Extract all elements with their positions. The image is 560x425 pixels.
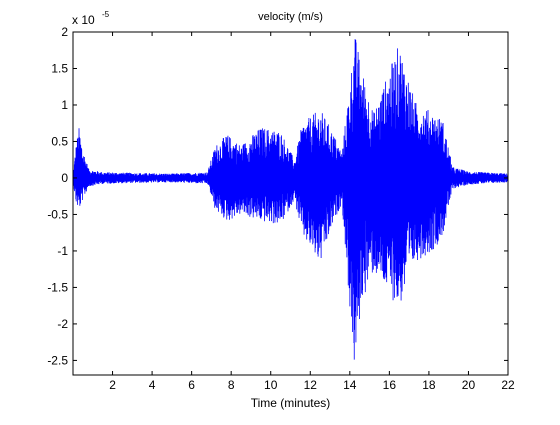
x-tick-label: 2: [109, 378, 116, 392]
y-exponent-prefix: x 10: [72, 13, 95, 27]
x-tick-label: 22: [501, 378, 515, 392]
y-tick-label: -2: [57, 317, 68, 331]
x-tick-label: 8: [228, 378, 235, 392]
y-tick-label: -2.5: [47, 353, 68, 367]
x-tick-label: 18: [422, 378, 436, 392]
y-tick-label: -1.5: [47, 280, 68, 294]
x-axis-label: Time (minutes): [251, 396, 331, 410]
y-tick-label: 1: [61, 98, 68, 112]
chart-title: velocity (m/s): [258, 11, 323, 23]
y-exponent-power: -5: [102, 10, 110, 19]
y-tick-label: -0.5: [47, 207, 68, 221]
y-axis-ticks: -2.5 -2 -1.5 -1 -0.5 0 0.5 1 1.5 2: [47, 25, 508, 367]
plot-area-frame: [72, 31, 509, 376]
x-tick-label: 6: [188, 378, 195, 392]
x-tick-label: 10: [264, 378, 278, 392]
x-tick-label: 4: [149, 378, 156, 392]
y-tick-label: 0.5: [51, 134, 68, 148]
y-tick-label: -1: [57, 244, 68, 258]
signal-layer: [72, 39, 509, 360]
x-tick-label: 14: [343, 378, 357, 392]
x-axis-ticks: 2 4 6 8 10 12 14 16 18 20 22: [109, 32, 515, 392]
x-tick-label: 12: [304, 378, 318, 392]
velocity-series-line: [72, 39, 509, 360]
x-tick-label: 20: [462, 378, 476, 392]
y-tick-label: 2: [61, 25, 68, 39]
x-tick-label: 16: [383, 378, 397, 392]
y-tick-label: 0: [61, 171, 68, 185]
y-tick-label: 1.5: [51, 61, 68, 75]
